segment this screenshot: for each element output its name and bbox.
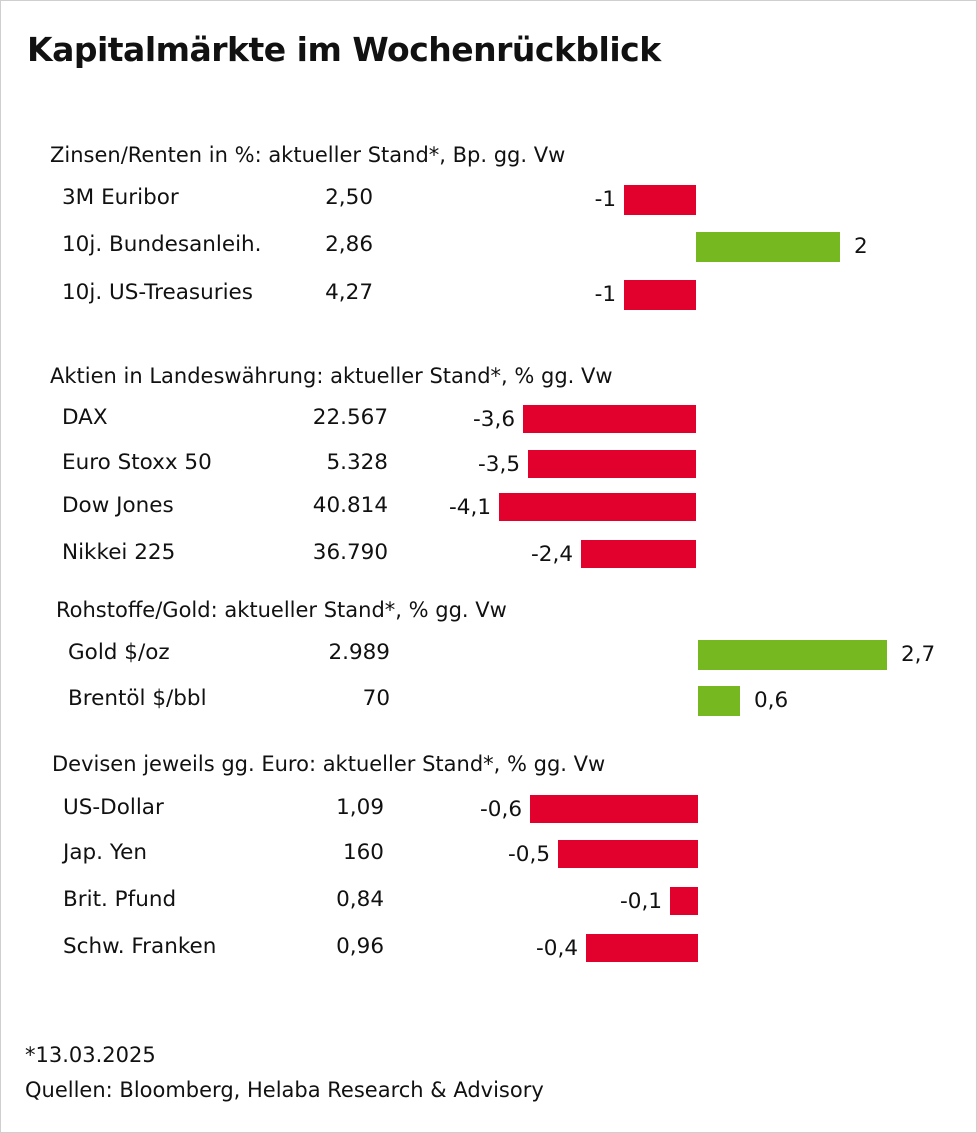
change-label: -1 (594, 282, 616, 307)
change-label: 0,6 (754, 688, 789, 713)
bar-negative (523, 405, 696, 433)
row-value: 160 (342, 840, 384, 865)
row-label: DAX (62, 405, 108, 430)
row-value: 2,86 (325, 232, 373, 257)
row-value: 36.790 (312, 540, 388, 565)
row-value: 70 (362, 686, 390, 711)
row-label: Brentöl $/bbl (68, 686, 207, 711)
row-value: 0,84 (336, 887, 384, 912)
bar-negative (558, 840, 698, 868)
change-label: -0,5 (508, 842, 550, 867)
change-label: 2 (854, 234, 868, 259)
row-value: 0,96 (336, 934, 384, 959)
footnote-sources: Quellen: Bloomberg, Helaba Research & Ad… (25, 1078, 544, 1102)
page-title: Kapitalmärkte im Wochenrückblick (27, 30, 661, 69)
row-label: Jap. Yen (63, 840, 147, 865)
row-value: 4,27 (325, 280, 373, 305)
row-value: 40.814 (312, 493, 388, 518)
row-label: 3M Euribor (62, 185, 179, 210)
footnote-date: *13.03.2025 (25, 1043, 156, 1067)
row-label: 10j. US-Treasuries (62, 280, 253, 305)
row-label: 10j. Bundesanleih. (62, 232, 262, 257)
row-label: Schw. Franken (63, 934, 217, 959)
bar-negative (586, 934, 698, 962)
change-label: -3,5 (478, 452, 520, 477)
bar-positive (698, 686, 740, 716)
bar-negative (624, 280, 696, 310)
change-label: -1 (594, 187, 616, 212)
change-label: -3,6 (473, 407, 515, 432)
change-label: -0,6 (480, 797, 522, 822)
bar-negative (624, 185, 696, 215)
row-value: 22.567 (312, 405, 388, 430)
row-label: Nikkei 225 (62, 540, 176, 565)
bar-negative (581, 540, 696, 568)
bar-positive (698, 640, 887, 670)
row-label: Dow Jones (62, 493, 174, 518)
bar-negative (670, 887, 698, 915)
row-label: Brit. Pfund (63, 887, 177, 912)
change-label: -0,4 (536, 936, 578, 961)
change-label: 2,7 (901, 642, 936, 667)
row-label: Gold $/oz (68, 640, 170, 665)
bar-negative (530, 795, 698, 823)
change-label: -2,4 (531, 542, 573, 567)
row-value: 1,09 (336, 795, 384, 820)
row-value: 2.989 (328, 640, 390, 665)
bar-positive (696, 232, 840, 262)
section-header: Zinsen/Renten in %: aktueller Stand*, Bp… (50, 143, 566, 167)
row-value: 2,50 (325, 185, 373, 210)
row-label: Euro Stoxx 50 (62, 450, 212, 475)
section-header: Rohstoffe/Gold: aktueller Stand*, % gg. … (56, 598, 507, 622)
section-header: Devisen jeweils gg. Euro: aktueller Stan… (52, 752, 606, 776)
change-label: -4,1 (449, 495, 491, 520)
bar-negative (528, 450, 696, 478)
bar-negative (499, 493, 696, 521)
change-label: -0,1 (620, 889, 662, 914)
row-value: 5.328 (326, 450, 388, 475)
section-header: Aktien in Landeswährung: aktueller Stand… (50, 364, 613, 388)
row-label: US-Dollar (63, 795, 164, 820)
